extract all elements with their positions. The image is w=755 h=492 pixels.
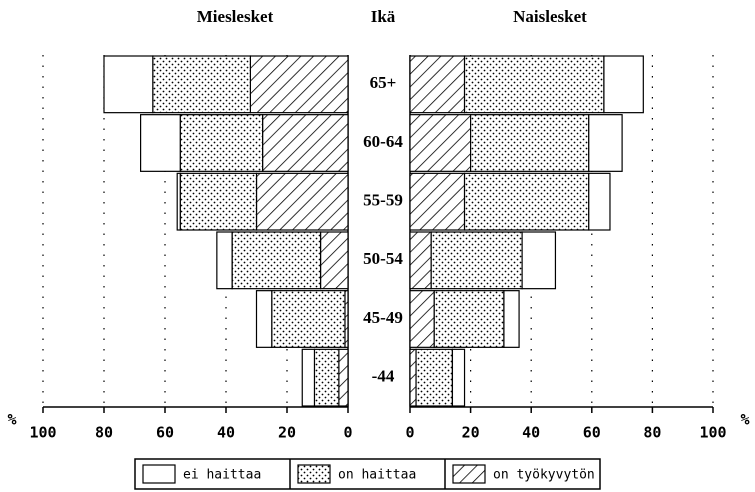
x-axis-label: %	[7, 411, 16, 429]
bar-segment	[470, 114, 590, 172]
bar-segment	[415, 348, 454, 407]
bar-segment	[262, 114, 349, 172]
bar-segment	[409, 231, 432, 290]
bar-segment	[231, 231, 322, 290]
bar-segment	[603, 55, 644, 114]
bar-segment	[313, 348, 340, 407]
panel-title: Naislesket	[513, 7, 587, 26]
bar-segment	[430, 231, 523, 290]
bar-segment	[463, 55, 605, 114]
bar-segment	[409, 114, 472, 172]
x-tick-label: 60	[156, 424, 174, 442]
legend-label: on haittaa	[338, 468, 416, 483]
x-tick-label: 80	[643, 424, 661, 442]
bar-segment	[176, 172, 181, 231]
x-tick-label: 100	[699, 424, 726, 442]
x-tick-label: 40	[217, 424, 235, 442]
x-tick-label: 0	[405, 424, 414, 442]
legend-label: on työkyvytön	[493, 468, 595, 483]
bar-segment	[503, 290, 520, 348]
bar-segment	[451, 348, 466, 407]
x-tick-label: 100	[29, 424, 56, 442]
legend-swatch	[297, 464, 331, 484]
bar-segment	[103, 55, 154, 114]
bar-segment	[140, 114, 181, 172]
category-label: 60-64	[363, 132, 403, 151]
category-label: 55-59	[363, 191, 403, 210]
x-axis-label: %	[740, 411, 749, 429]
bar-segment	[338, 348, 349, 407]
bar-segment	[463, 172, 590, 231]
bar-segment	[588, 114, 623, 172]
bar-segment	[249, 55, 349, 114]
bar-segment	[255, 290, 273, 348]
bar-segment	[301, 348, 316, 407]
x-tick-label: 0	[343, 424, 352, 442]
bar-segment	[409, 55, 466, 114]
panel-title: Mieslesket	[197, 7, 274, 26]
category-label: 65+	[370, 73, 397, 92]
x-tick-label: 40	[522, 424, 540, 442]
x-tick-label: 60	[583, 424, 601, 442]
bar-segment	[588, 172, 611, 231]
y-axis-label: Ikä	[371, 7, 396, 26]
bar-segment	[521, 231, 557, 290]
bar-segment	[409, 290, 435, 348]
bar-segment	[152, 55, 252, 114]
bar-segment	[433, 290, 505, 348]
bar-segment	[319, 231, 349, 290]
legend-swatch	[142, 464, 176, 484]
legend-label: ei haittaa	[183, 468, 261, 483]
bar-segment	[255, 172, 349, 231]
bar-segment	[179, 172, 258, 231]
x-tick-label: 20	[462, 424, 480, 442]
x-tick-label: 80	[95, 424, 113, 442]
bar-segment	[179, 114, 264, 172]
category-label: -44	[372, 367, 395, 386]
bar-segment	[409, 348, 417, 407]
category-label: 50-54	[363, 249, 403, 268]
bar-segment	[409, 172, 466, 231]
legend-swatch	[452, 464, 486, 484]
category-label: 45-49	[363, 308, 403, 327]
legend-frame	[134, 458, 601, 490]
bar-segment	[216, 231, 233, 290]
bar-segment	[271, 290, 346, 348]
x-tick-label: 20	[278, 424, 296, 442]
